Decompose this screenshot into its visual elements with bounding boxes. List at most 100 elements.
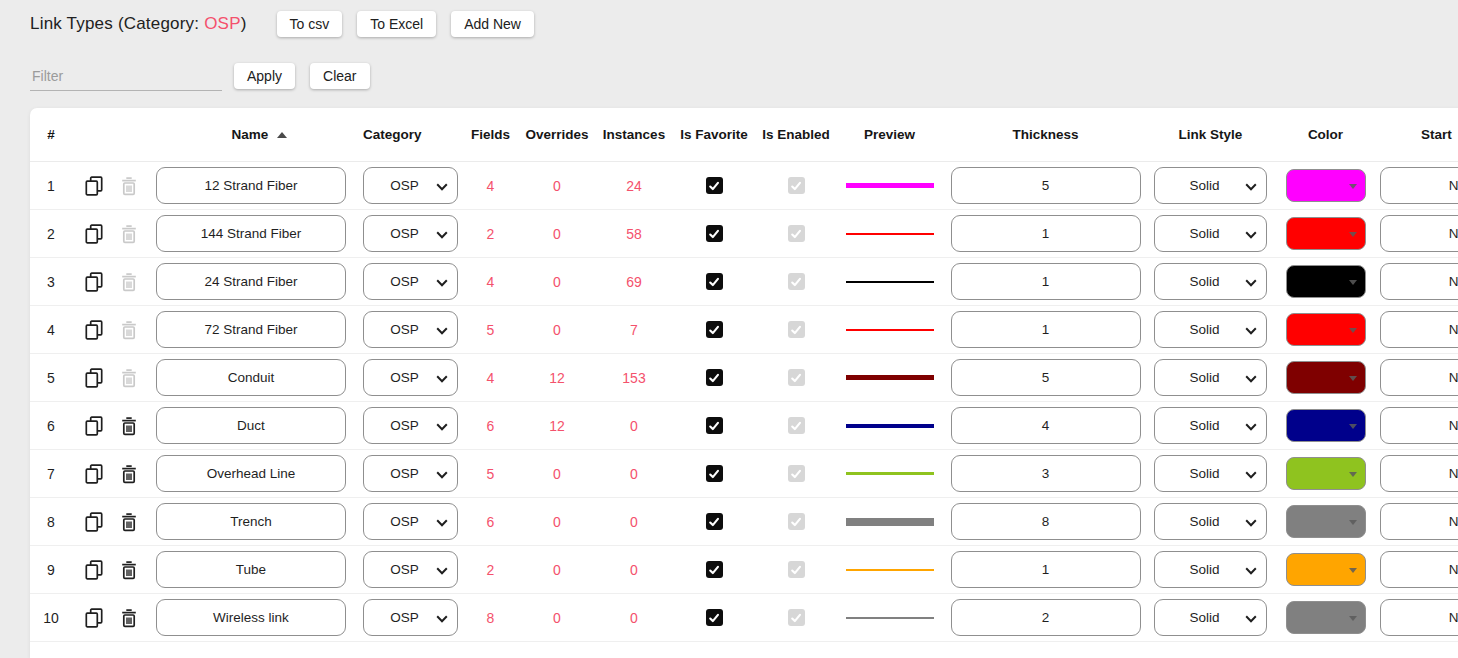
name-input[interactable] bbox=[156, 407, 346, 444]
color-swatch[interactable] bbox=[1286, 313, 1366, 346]
link-style-select[interactable]: Solid bbox=[1154, 263, 1267, 300]
category-select[interactable]: OSP bbox=[363, 455, 458, 492]
category-value: OSP bbox=[390, 370, 419, 385]
is-favorite-checkbox[interactable] bbox=[706, 417, 723, 434]
color-swatch[interactable] bbox=[1286, 601, 1366, 634]
link-style-select[interactable]: Solid bbox=[1154, 215, 1267, 252]
name-input[interactable] bbox=[156, 311, 346, 348]
is-favorite-checkbox[interactable] bbox=[706, 465, 723, 482]
apply-button[interactable]: Apply bbox=[234, 63, 295, 89]
thickness-input[interactable] bbox=[951, 167, 1141, 204]
copy-icon[interactable] bbox=[85, 320, 103, 340]
is-favorite-checkbox[interactable] bbox=[706, 273, 723, 290]
category-select[interactable]: OSP bbox=[363, 359, 458, 396]
start-select[interactable]: None bbox=[1380, 503, 1458, 540]
to-csv-button[interactable]: To csv bbox=[277, 11, 343, 37]
copy-icon[interactable] bbox=[85, 224, 103, 244]
link-style-select[interactable]: Solid bbox=[1154, 167, 1267, 204]
name-input[interactable] bbox=[156, 167, 346, 204]
is-favorite-checkbox[interactable] bbox=[706, 513, 723, 530]
thickness-input[interactable] bbox=[951, 551, 1141, 588]
name-input[interactable] bbox=[156, 455, 346, 492]
is-favorite-checkbox[interactable] bbox=[706, 609, 723, 626]
color-swatch[interactable] bbox=[1286, 265, 1366, 298]
thickness-input[interactable] bbox=[951, 311, 1141, 348]
header-name[interactable]: Name bbox=[156, 127, 363, 142]
copy-icon[interactable] bbox=[85, 512, 103, 532]
category-select[interactable]: OSP bbox=[363, 551, 458, 588]
color-swatch[interactable] bbox=[1286, 409, 1366, 442]
category-select[interactable]: OSP bbox=[363, 503, 458, 540]
thickness-input[interactable] bbox=[951, 359, 1141, 396]
header-thickness: Thickness bbox=[943, 127, 1148, 142]
link-style-select[interactable]: Solid bbox=[1154, 599, 1267, 636]
start-select[interactable]: None bbox=[1380, 263, 1458, 300]
is-favorite-checkbox[interactable] bbox=[706, 225, 723, 242]
start-select[interactable]: None bbox=[1380, 167, 1458, 204]
copy-icon[interactable] bbox=[85, 368, 103, 388]
category-select[interactable]: OSP bbox=[363, 215, 458, 252]
copy-icon[interactable] bbox=[85, 176, 103, 196]
color-swatch[interactable] bbox=[1286, 361, 1366, 394]
name-input[interactable] bbox=[156, 551, 346, 588]
thickness-input[interactable] bbox=[951, 599, 1141, 636]
is-favorite-checkbox[interactable] bbox=[706, 177, 723, 194]
category-select[interactable]: OSP bbox=[363, 599, 458, 636]
thickness-input[interactable] bbox=[951, 455, 1141, 492]
clear-button[interactable]: Clear bbox=[310, 63, 369, 89]
trash-icon bbox=[120, 224, 138, 244]
color-swatch[interactable] bbox=[1286, 505, 1366, 538]
thickness-input[interactable] bbox=[951, 503, 1141, 540]
start-select[interactable]: None bbox=[1380, 551, 1458, 588]
trash-icon[interactable] bbox=[120, 560, 138, 580]
filter-input[interactable] bbox=[30, 62, 222, 91]
category-select[interactable]: OSP bbox=[363, 311, 458, 348]
link-style-select[interactable]: Solid bbox=[1154, 551, 1267, 588]
thickness-input[interactable] bbox=[951, 215, 1141, 252]
name-input[interactable] bbox=[156, 215, 346, 252]
link-style-select[interactable]: Solid bbox=[1154, 407, 1267, 444]
name-input[interactable] bbox=[156, 599, 346, 636]
color-swatch[interactable] bbox=[1286, 169, 1366, 202]
top-bar: Link Types (Category: OSP) To csv To Exc… bbox=[30, 9, 534, 39]
overrides-count: 12 bbox=[518, 418, 596, 434]
link-style-select[interactable]: Solid bbox=[1154, 311, 1267, 348]
color-swatch[interactable] bbox=[1286, 553, 1366, 586]
start-select[interactable]: None bbox=[1380, 599, 1458, 636]
add-new-button[interactable]: Add New bbox=[451, 11, 534, 37]
trash-icon[interactable] bbox=[120, 608, 138, 628]
copy-icon[interactable] bbox=[85, 608, 103, 628]
name-input[interactable] bbox=[156, 263, 346, 300]
link-style-select[interactable]: Solid bbox=[1154, 503, 1267, 540]
start-select[interactable]: None bbox=[1380, 311, 1458, 348]
color-swatch[interactable] bbox=[1286, 217, 1366, 250]
start-select[interactable]: None bbox=[1380, 215, 1458, 252]
category-select[interactable]: OSP bbox=[363, 407, 458, 444]
copy-icon[interactable] bbox=[85, 464, 103, 484]
to-excel-button[interactable]: To Excel bbox=[357, 11, 436, 37]
start-select[interactable]: None bbox=[1380, 455, 1458, 492]
link-style-value: Solid bbox=[1189, 322, 1219, 337]
copy-icon[interactable] bbox=[85, 272, 103, 292]
category-select[interactable]: OSP bbox=[363, 263, 458, 300]
copy-icon[interactable] bbox=[85, 560, 103, 580]
start-select[interactable]: None bbox=[1380, 407, 1458, 444]
thickness-input[interactable] bbox=[951, 407, 1141, 444]
copy-icon[interactable] bbox=[85, 416, 103, 436]
start-select[interactable]: None bbox=[1380, 359, 1458, 396]
is-favorite-checkbox[interactable] bbox=[706, 369, 723, 386]
name-input[interactable] bbox=[156, 503, 346, 540]
name-input[interactable] bbox=[156, 359, 346, 396]
trash-icon[interactable] bbox=[120, 464, 138, 484]
is-favorite-checkbox[interactable] bbox=[706, 321, 723, 338]
trash-icon[interactable] bbox=[120, 416, 138, 436]
thickness-input[interactable] bbox=[951, 263, 1141, 300]
checkmark-icon bbox=[790, 180, 802, 192]
fields-count: 2 bbox=[463, 562, 518, 578]
trash-icon[interactable] bbox=[120, 512, 138, 532]
is-favorite-checkbox[interactable] bbox=[706, 561, 723, 578]
link-style-select[interactable]: Solid bbox=[1154, 455, 1267, 492]
category-select[interactable]: OSP bbox=[363, 167, 458, 204]
link-style-select[interactable]: Solid bbox=[1154, 359, 1267, 396]
color-swatch[interactable] bbox=[1286, 457, 1366, 490]
